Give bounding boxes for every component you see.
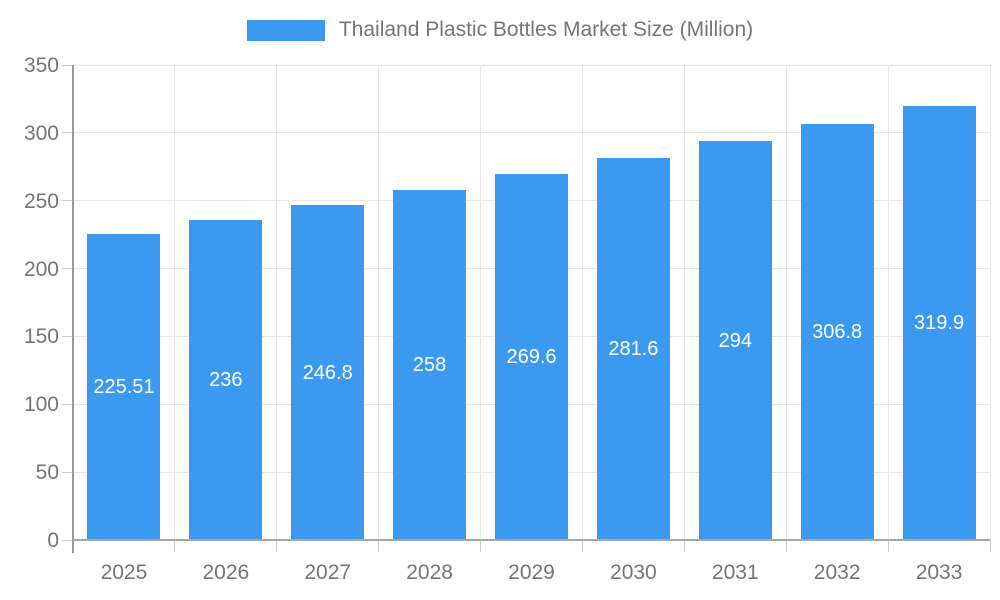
- x-gridline: [785, 65, 787, 540]
- y-tick-label: 200: [23, 257, 59, 281]
- x-gridline: [480, 65, 482, 540]
- bar-2032[interactable]: [800, 123, 874, 540]
- x-gridline: [581, 65, 583, 540]
- y-tick-label: 150: [23, 325, 59, 349]
- y-axis-tick: [62, 471, 73, 473]
- x-axis-tick: [174, 540, 176, 552]
- bar-2030[interactable]: [596, 157, 670, 540]
- bar-value-label-2031: 294: [718, 329, 752, 352]
- bar-value-label-2029: 269.6: [506, 346, 557, 369]
- x-axis-tick: [683, 540, 685, 552]
- x-gridline: [276, 65, 278, 540]
- x-gridline: [378, 65, 380, 540]
- x-axis-tick: [276, 540, 278, 552]
- bar-value-label-2028: 258: [412, 353, 447, 376]
- x-tick-label-2027: 2027: [304, 561, 352, 584]
- x-tick-label-2029: 2029: [508, 561, 555, 584]
- y-tick-label: 100: [23, 393, 59, 417]
- bar-value-label-2025: 225.51: [93, 375, 155, 398]
- y-axis-tick: [62, 64, 73, 66]
- bar-value-label-2027: 246.8: [302, 361, 353, 384]
- bar-value-label-2026: 236: [209, 368, 243, 391]
- x-axis-tick: [887, 540, 889, 552]
- bar-value-label-2032: 306.8: [812, 320, 863, 343]
- x-gridline: [887, 65, 889, 540]
- bar-2025[interactable]: [87, 233, 161, 540]
- x-axis-tick: [378, 540, 380, 552]
- y-axis-tick: [62, 200, 73, 202]
- y-axis-tick: [62, 539, 73, 541]
- bar-value-label-2030: 281.6: [608, 337, 659, 360]
- y-axis-tick: [62, 268, 73, 270]
- x-gridline: [174, 65, 176, 540]
- y-tick-label: 50: [35, 461, 59, 485]
- x-axis-line: [73, 539, 990, 541]
- bar-2027[interactable]: [291, 205, 365, 540]
- y-tick-label: 300: [23, 121, 59, 145]
- y-tick-label: 250: [23, 189, 59, 213]
- x-axis-tick: [581, 540, 583, 552]
- x-gridline: [989, 65, 991, 540]
- y-axis-tick: [62, 403, 73, 405]
- x-tick-label-2032: 2032: [813, 561, 861, 584]
- x-axis-tick: [989, 540, 991, 552]
- bar-2031[interactable]: [698, 141, 772, 540]
- x-tick-label-2033: 2033: [915, 561, 963, 584]
- x-tick-label-2030: 2030: [610, 561, 657, 584]
- y-axis-tick: [62, 132, 73, 134]
- x-tick-label-2031: 2031: [711, 561, 759, 584]
- legend-swatch[interactable]: [246, 19, 325, 41]
- bar-2033[interactable]: [902, 105, 976, 540]
- y-gridline: [73, 132, 990, 134]
- y-tick-label: 350: [23, 54, 59, 77]
- x-tick-label-2028: 2028: [406, 561, 453, 584]
- bar-2028[interactable]: [393, 189, 467, 540]
- y-gridline: [73, 64, 990, 66]
- x-tick-label-2026: 2026: [202, 561, 250, 584]
- bar-2026[interactable]: [189, 219, 263, 540]
- legend-label[interactable]: Thailand Plastic Bottles Market Size (Mi…: [338, 18, 754, 41]
- x-axis-tick: [480, 540, 482, 552]
- y-axis-tick: [62, 335, 73, 337]
- bar-value-label-2033: 319.9: [914, 311, 965, 334]
- x-gridline: [683, 65, 685, 540]
- x-tick-label-2025: 2025: [100, 561, 148, 584]
- chart-legend: Thailand Plastic Bottles Market Size (Mi…: [0, 18, 1000, 42]
- y-tick-label: 0: [47, 529, 59, 552]
- y-axis-line: [72, 65, 74, 553]
- bar-2029[interactable]: [495, 174, 568, 540]
- x-axis-tick: [785, 540, 787, 552]
